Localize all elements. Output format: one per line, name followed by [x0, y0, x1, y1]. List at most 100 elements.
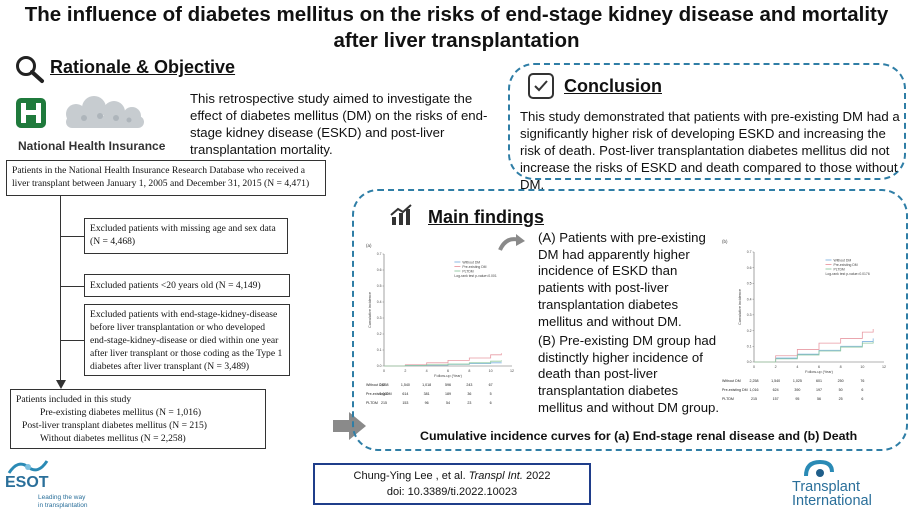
- risk-table-value: 56: [817, 397, 821, 401]
- nhi-label: National Health Insurance: [18, 139, 166, 153]
- y-tick-label: 0.5: [377, 284, 382, 288]
- rationale-text: This retrospective study aimed to invest…: [190, 91, 488, 157]
- risk-table-value: 36: [467, 392, 471, 396]
- risk-table-value: 381: [424, 392, 430, 396]
- chart-a: (a) 0 2 4 6 8 10 12 0.0 0.1 0.2 0.3 0.4 0.5 0.6 0.7 Foll…: [366, 243, 514, 405]
- risk-table-value: 601: [816, 379, 822, 383]
- x-tick-label: 8: [468, 369, 470, 373]
- legend-pvalue: Log-rank test p-value=0.0176: [826, 272, 870, 276]
- panel-label: (a): [366, 243, 372, 248]
- x-tick-label: 12: [510, 369, 514, 373]
- legend-pvalue: Log-rank test p-value<0.001: [454, 274, 496, 278]
- risk-table-value: 6: [861, 397, 863, 401]
- y-tick-label: 0.1: [377, 348, 382, 352]
- y-tick-label: 0.3: [747, 313, 752, 317]
- series-line: [754, 338, 874, 363]
- ti-logo-line-1: Transplant: [792, 479, 860, 495]
- x-tick-label: 6: [447, 369, 449, 373]
- risk-table-value: 6: [861, 388, 863, 392]
- risk-table-value: 596: [445, 383, 451, 387]
- y-tick-label: 0.3: [377, 316, 382, 320]
- citation-box: Chung-Ying Lee , et al. Transpl Int. 202…: [313, 463, 591, 505]
- flow-box-exclude-age-sex: Excluded patients with missing age and s…: [84, 218, 288, 254]
- risk-table-value: 96: [425, 401, 429, 405]
- risk-table-value: 157: [773, 397, 779, 401]
- risk-table-label: Without DM: [366, 383, 385, 387]
- nhi-logo: [16, 96, 144, 128]
- citation-authors: Chung-Ying Lee , et al.: [353, 470, 469, 482]
- legend-entry: Without DM: [834, 258, 852, 262]
- risk-table-value: 1,018: [422, 383, 431, 387]
- risk-table-label: Without DM: [722, 379, 741, 383]
- rationale-heading: Rationale & Objective: [50, 57, 236, 77]
- y-tick-label: 0.7: [377, 252, 382, 256]
- risk-table-value: 2,258: [380, 383, 389, 387]
- x-tick-label: 10: [489, 369, 493, 373]
- x-tick-label: 2: [775, 365, 777, 369]
- risk-table-value: 1,016: [750, 388, 759, 392]
- risk-table-value: 5: [490, 392, 492, 396]
- y-tick-label: 0.2: [377, 332, 382, 336]
- risk-table-value: 95: [795, 397, 799, 401]
- risk-table-value: 614: [402, 392, 408, 396]
- y-tick-label: 0.1: [747, 344, 752, 348]
- x-axis-label: Follow-up (Year): [805, 370, 833, 374]
- figure-caption: Cumulative incidence curves for (a) End-…: [420, 429, 858, 443]
- citation-journal: Transpl Int.: [468, 470, 523, 482]
- x-tick-label: 8: [840, 365, 842, 369]
- risk-table-value: 189: [445, 392, 451, 396]
- series-line: [384, 353, 502, 367]
- y-tick-label: 0.0: [747, 360, 752, 364]
- ti-logo-line-2: International: [792, 493, 872, 509]
- included-item: Without diabetes mellitus (N = 2,258): [40, 433, 186, 444]
- x-tick-label: 12: [882, 365, 886, 369]
- risk-table-value: 1,016: [380, 392, 389, 396]
- magnifier-icon: [16, 56, 44, 83]
- y-tick-label: 0.0: [377, 364, 382, 368]
- esot-logo-mark: [7, 460, 49, 474]
- x-tick-label: 6: [818, 365, 820, 369]
- risk-table-value: 215: [381, 401, 387, 405]
- risk-table-value: 215: [751, 397, 757, 401]
- y-tick-label: 0.5: [747, 282, 752, 286]
- legend-entry: Pre-existing DM: [462, 265, 486, 269]
- finding-a-text: (A) Patients with pre-existing DM had ap…: [538, 230, 706, 329]
- included-item: Post-liver transplant diabetes mellitus …: [22, 420, 207, 431]
- conclusion-heading: Conclusion: [564, 76, 662, 96]
- conclusion-box: [508, 63, 906, 180]
- risk-table-label: Pre-existing DM: [366, 392, 392, 396]
- risk-table-label: PLTDM: [366, 401, 378, 405]
- risk-table-value: 390: [794, 388, 800, 392]
- x-tick-label: 2: [404, 369, 406, 373]
- y-tick-label: 0.4: [747, 297, 752, 301]
- esot-tagline-2: in transplantation: [38, 502, 88, 509]
- risk-table-value: 25: [839, 397, 843, 401]
- x-axis-label: Follow-up (Year): [434, 374, 462, 378]
- legend-entry: PLTDM: [462, 269, 473, 273]
- main-findings-box: [352, 189, 908, 451]
- risk-table-value: 23: [467, 401, 471, 405]
- citation-year: 2022: [522, 470, 551, 482]
- conclusion-text: This study demonstrated that patients wi…: [520, 109, 900, 192]
- main-findings-heading: Main findings: [428, 207, 544, 227]
- legend-entry: PLTDM: [834, 267, 845, 271]
- arrow-right-icon: [333, 412, 366, 440]
- legend-entry: Without DM: [462, 260, 480, 264]
- checklist-icon: [528, 73, 554, 99]
- risk-table-value: 1,540: [401, 383, 410, 387]
- risk-table-value: 624: [773, 388, 779, 392]
- esot-name: ESOT: [5, 474, 49, 491]
- legend-entry: Pre-existing DM: [834, 263, 858, 267]
- finding-b-text: (B) Pre-existing DM group had distinctly…: [538, 333, 720, 415]
- risk-table-value: 2,258: [750, 379, 759, 383]
- y-tick-label: 0.6: [377, 268, 382, 272]
- x-tick-label: 4: [796, 365, 798, 369]
- page-title: The influence of diabetes mellitus on th…: [24, 3, 889, 52]
- panel-label: (b): [722, 239, 728, 244]
- flow-box-exclude-eskd: Excluded patients with end-stage-kidney-…: [84, 304, 290, 376]
- risk-table-value: 153: [402, 401, 408, 405]
- x-tick-label: 0: [753, 365, 755, 369]
- citation-doi[interactable]: doi: 10.3389/ti.2022.10023: [386, 486, 518, 498]
- y-axis-label: Cumulative incidence: [368, 292, 372, 328]
- risk-table-value: 50: [839, 388, 843, 392]
